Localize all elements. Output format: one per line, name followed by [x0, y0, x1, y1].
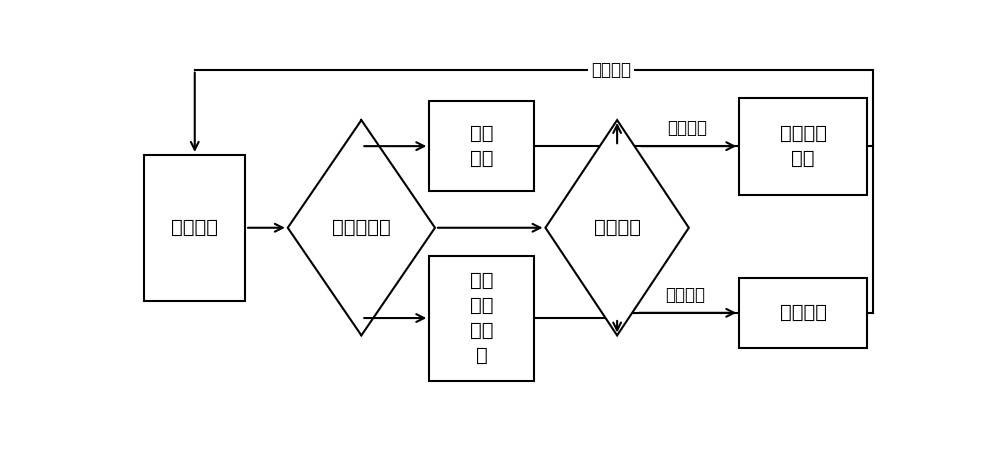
Text: 观测信号: 观测信号 [171, 218, 218, 237]
Text: 协方
差矩
阵检
测: 协方 差矩 阵检 测 [470, 271, 493, 365]
Polygon shape [545, 120, 689, 336]
Bar [429, 256, 534, 381]
Polygon shape [288, 120, 435, 336]
Text: 频段空闲: 频段空闲 [666, 286, 706, 304]
Bar [739, 278, 867, 348]
Text: 信噪比评估: 信噪比评估 [332, 218, 391, 237]
Text: 能量
检测: 能量 检测 [470, 124, 493, 168]
Bar [429, 101, 534, 191]
Bar [144, 155, 245, 301]
Text: 其他频段: 其他频段 [780, 304, 827, 322]
Bar [739, 97, 867, 195]
Text: 频段忙碌: 频段忙碌 [667, 120, 707, 138]
Text: 判决单元: 判决单元 [594, 218, 641, 237]
Text: 动态频谱
接入: 动态频谱 接入 [780, 124, 827, 168]
Text: 检测周期: 检测周期 [591, 61, 631, 79]
